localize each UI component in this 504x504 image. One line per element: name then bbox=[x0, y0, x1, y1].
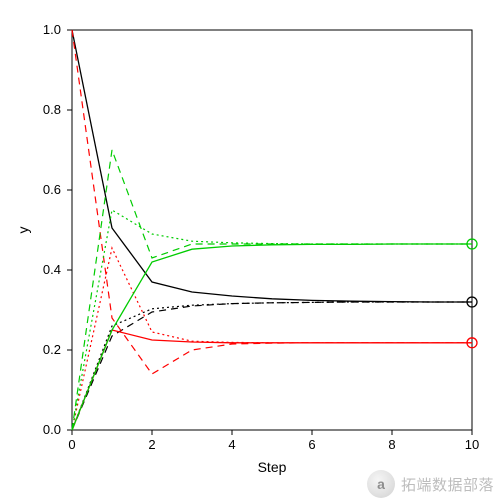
x-tick-label: 2 bbox=[148, 437, 155, 452]
x-tick-label: 0 bbox=[68, 437, 75, 452]
line-chart: 0 2 4 6 8 10 0.0 0.2 0.4 0.6 0.8 1.0 Step y bbox=[0, 0, 504, 504]
y-tick-label: 0.8 bbox=[43, 102, 61, 117]
y-tick-label: 0.4 bbox=[43, 262, 61, 277]
watermark-logo-icon: a bbox=[367, 470, 395, 498]
y-tick-label: 1.0 bbox=[43, 22, 61, 37]
x-tick-label: 6 bbox=[308, 437, 315, 452]
x-tick-label: 4 bbox=[228, 437, 235, 452]
y-tick-label: 0.2 bbox=[43, 342, 61, 357]
y-tick-label: 0.0 bbox=[43, 422, 61, 437]
watermark: a 拓端数据部落 bbox=[367, 470, 494, 498]
y-tick-label: 0.6 bbox=[43, 182, 61, 197]
x-tick-label: 10 bbox=[465, 437, 479, 452]
watermark-text: 拓端数据部落 bbox=[401, 474, 494, 495]
y-axis-label: y bbox=[15, 227, 31, 234]
x-tick-label: 8 bbox=[388, 437, 395, 452]
x-axis-label: Step bbox=[258, 459, 287, 475]
